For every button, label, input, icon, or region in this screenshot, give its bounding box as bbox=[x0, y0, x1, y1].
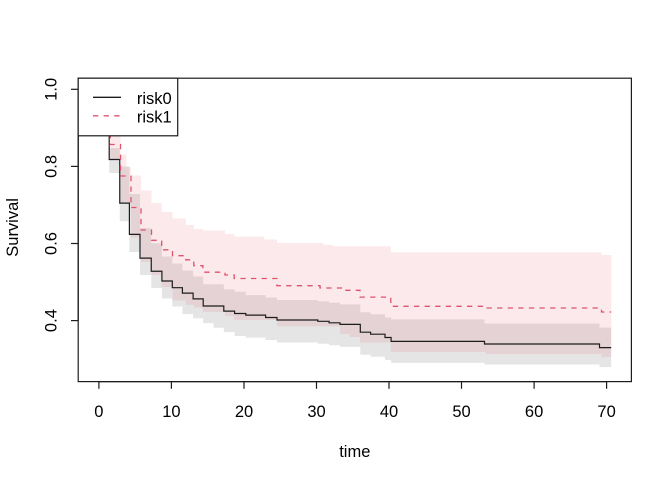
svg-text:60: 60 bbox=[525, 403, 543, 421]
svg-text:0: 0 bbox=[94, 403, 103, 421]
svg-text:30: 30 bbox=[307, 403, 325, 421]
svg-text:0.8: 0.8 bbox=[43, 155, 61, 178]
svg-text:40: 40 bbox=[380, 403, 398, 421]
svg-text:10: 10 bbox=[162, 403, 180, 421]
svg-text:50: 50 bbox=[452, 403, 470, 421]
svg-text:0.4: 0.4 bbox=[43, 309, 61, 332]
svg-text:risk1: risk1 bbox=[137, 108, 172, 126]
svg-text:Survival: Survival bbox=[4, 198, 22, 257]
svg-text:1.0: 1.0 bbox=[43, 78, 61, 101]
svg-text:time: time bbox=[339, 443, 370, 461]
svg-text:risk0: risk0 bbox=[137, 90, 172, 108]
svg-text:20: 20 bbox=[235, 403, 253, 421]
svg-text:70: 70 bbox=[597, 403, 615, 421]
svg-text:0.6: 0.6 bbox=[43, 232, 61, 255]
